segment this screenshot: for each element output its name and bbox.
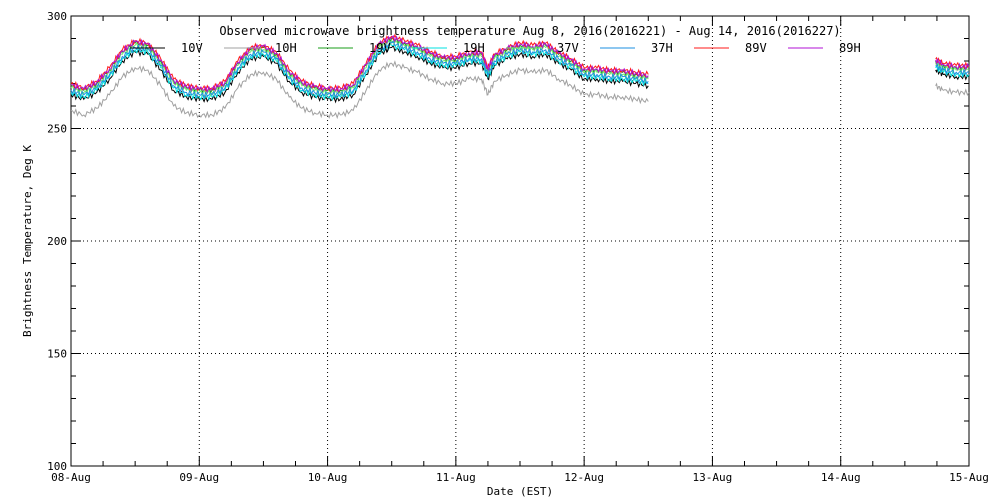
x-tick-label: 12-Aug xyxy=(564,471,604,484)
legend-label-37v: 37V xyxy=(557,41,579,55)
x-tick-label: 15-Aug xyxy=(949,471,989,484)
legend-label-89v: 89V xyxy=(745,41,767,55)
legend-label-89h: 89H xyxy=(839,41,861,55)
series-line-10h xyxy=(935,82,970,97)
series-line-37h xyxy=(935,62,970,77)
x-tick-label: 11-Aug xyxy=(436,471,476,484)
x-tick-label: 13-Aug xyxy=(693,471,733,484)
series-lines xyxy=(70,33,970,120)
axes: 100 150 200 250 300 08-Aug 09-Aug 10-Aug 11-Aug 1… xyxy=(47,10,989,484)
x-axis-label: Date (EST) xyxy=(487,485,553,498)
y-tick-label: 150 xyxy=(47,348,67,361)
x-tick-label: 09-Aug xyxy=(179,471,219,484)
legend-label-19h: 19H xyxy=(463,41,485,55)
x-tick-label: 08-Aug xyxy=(51,471,91,484)
legend-label-19v: 19V xyxy=(369,41,391,55)
chart-title: Observed microwave brightness temperatur… xyxy=(219,24,840,38)
legend: 10V 10H 19V 19H 37V 37H 89V 89H xyxy=(130,41,861,55)
x-tick-label: 14-Aug xyxy=(821,471,861,484)
series-line-89h xyxy=(70,34,649,94)
series-line-89v xyxy=(935,56,970,70)
y-tick-label: 100 xyxy=(47,460,67,473)
series-line-10v xyxy=(935,68,970,81)
legend-label-10h: 10H xyxy=(275,41,297,55)
y-axis-label: Brightness Temperature, Deg K xyxy=(21,145,34,337)
series-line-10h xyxy=(70,60,649,120)
y-tick-label: 200 xyxy=(47,235,67,248)
y-tick-label: 250 xyxy=(47,123,67,136)
y-tick-label: 300 xyxy=(47,10,67,23)
series-line-37h xyxy=(70,40,649,99)
legend-label-10v: 10V xyxy=(181,41,203,55)
x-tick-label: 10-Aug xyxy=(308,471,348,484)
grid-lines xyxy=(71,16,969,466)
legend-label-37h: 37H xyxy=(651,41,673,55)
series-line-89h xyxy=(935,58,970,71)
